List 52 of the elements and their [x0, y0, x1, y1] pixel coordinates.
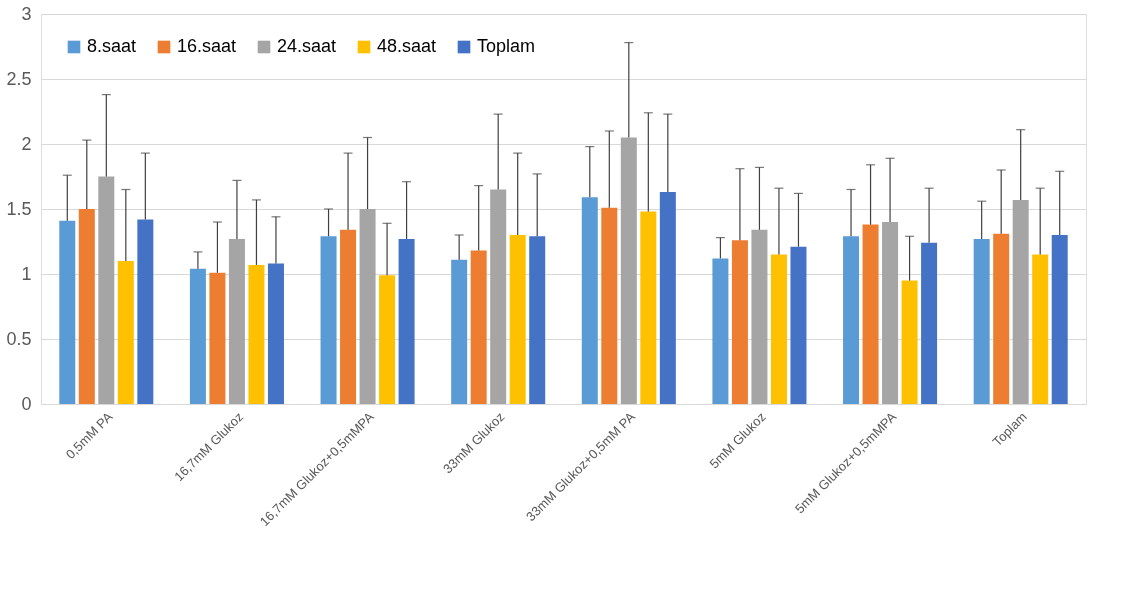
bar	[581, 197, 598, 404]
bar	[509, 235, 526, 404]
bar	[470, 250, 487, 404]
bar	[228, 238, 245, 404]
bar	[862, 224, 879, 404]
bar	[137, 219, 154, 404]
bar	[189, 268, 206, 404]
bar	[398, 238, 415, 404]
legend-label: 24.saat	[277, 36, 337, 56]
bar	[78, 209, 95, 404]
bar	[659, 192, 676, 404]
bar	[59, 220, 76, 404]
bar	[98, 176, 115, 404]
bar	[1051, 235, 1068, 404]
bar	[451, 259, 468, 404]
bar	[921, 242, 938, 404]
bar	[882, 222, 899, 404]
bar	[901, 280, 918, 404]
bar	[712, 258, 729, 404]
legend-label: 8.saat	[87, 36, 137, 56]
y-tick-label: 3	[21, 3, 32, 24]
bar	[379, 275, 396, 404]
bar	[490, 189, 507, 404]
bar	[117, 261, 134, 404]
legend-label: 16.saat	[177, 36, 237, 56]
bar	[340, 229, 357, 404]
bar	[1032, 254, 1049, 404]
y-tick-label: 1	[21, 263, 32, 284]
bar	[248, 264, 265, 404]
bar	[751, 229, 768, 404]
bar	[843, 236, 860, 404]
bar	[640, 211, 657, 404]
y-tick-label: 2	[21, 133, 32, 154]
bar	[731, 240, 748, 404]
bar	[320, 236, 337, 404]
legend-label: Toplam	[477, 36, 536, 56]
bar	[790, 246, 807, 404]
bar	[529, 236, 546, 404]
bar	[601, 207, 618, 404]
bar	[620, 137, 637, 404]
y-tick-label: 0	[21, 393, 32, 414]
bar	[770, 254, 787, 404]
bar	[973, 238, 990, 404]
y-tick-label: 0.5	[6, 328, 32, 349]
y-tick-label: 1.5	[6, 198, 32, 219]
bar	[993, 233, 1010, 404]
bar	[359, 209, 376, 404]
legend-label: 48.saat	[377, 36, 437, 56]
bar	[1012, 199, 1029, 404]
bar	[267, 263, 284, 404]
bar	[209, 272, 226, 404]
y-tick-label: 2.5	[6, 68, 32, 89]
